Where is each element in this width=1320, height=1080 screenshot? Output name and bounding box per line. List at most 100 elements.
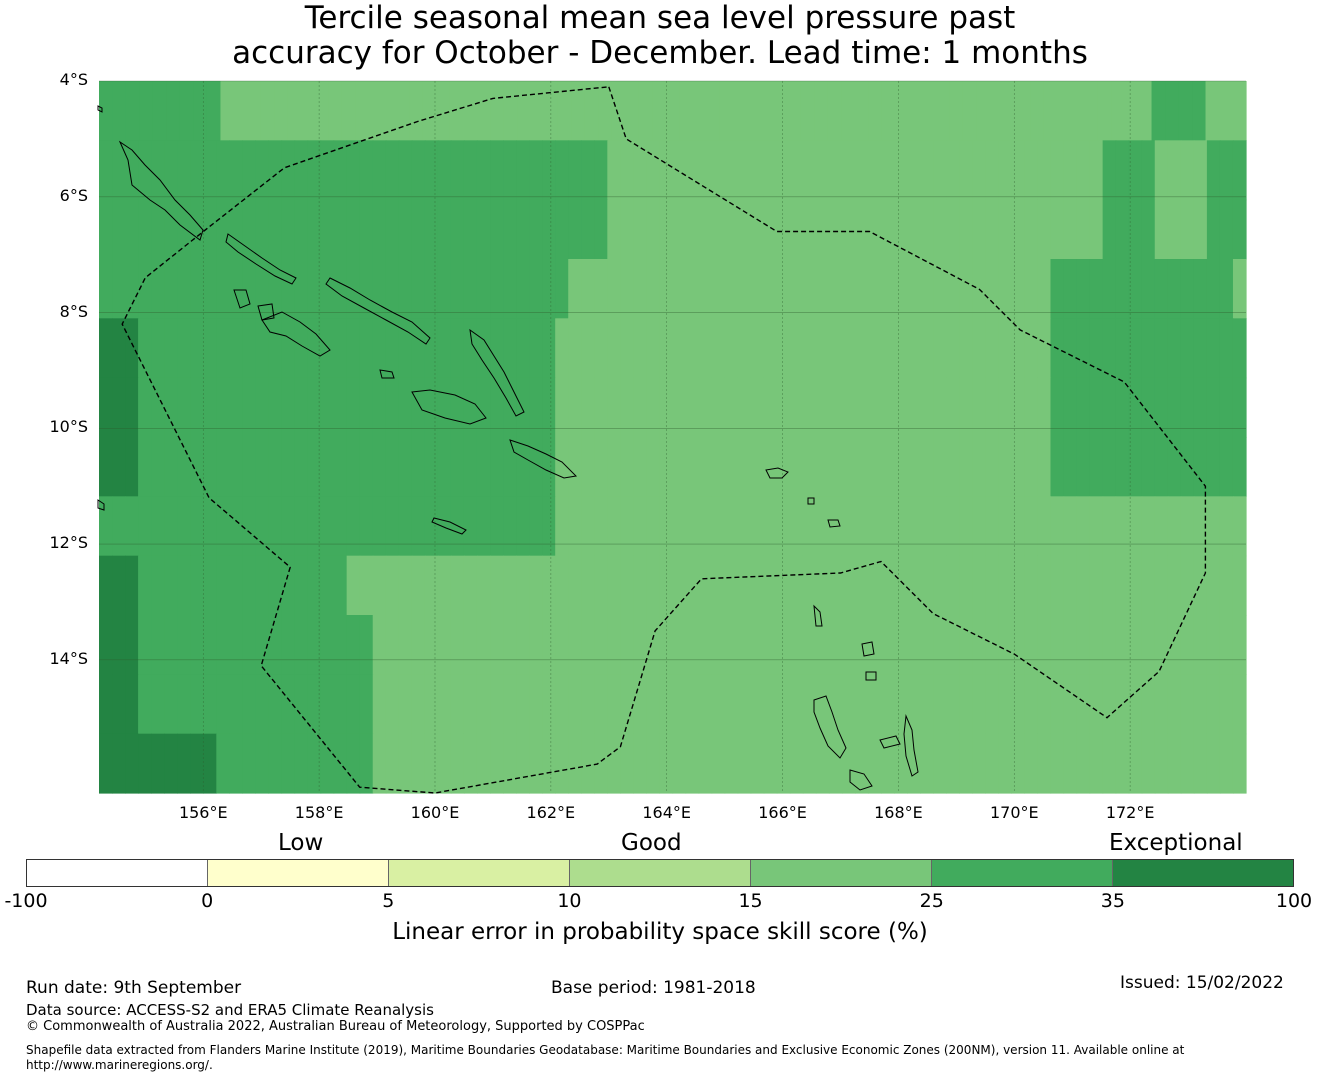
skill-cell: [233, 81, 249, 141]
skill-cell: [607, 674, 621, 735]
skill-cell: [1141, 615, 1156, 675]
skill-cell: [1030, 81, 1045, 141]
skill-cell: [190, 496, 204, 557]
skill-cell: [409, 81, 424, 141]
skill-cell: [724, 733, 739, 794]
skill-cell: [220, 81, 235, 141]
skill-cell: [828, 733, 843, 794]
skill-cell: [463, 555, 478, 616]
skill-cell: [959, 674, 973, 735]
skill-cell: [985, 555, 999, 616]
skill-cell: [933, 199, 947, 260]
skill-cell: [294, 496, 309, 557]
skill-cell: [99, 377, 113, 438]
skill-cell: [659, 140, 674, 201]
skill-cell: [620, 733, 634, 794]
skill-cell: [424, 674, 439, 735]
skill-cell: [555, 674, 569, 735]
skill-cell: [1167, 555, 1182, 616]
skill-cell: [152, 81, 168, 141]
skill-cell: [685, 674, 700, 735]
skill-cell: [255, 140, 270, 201]
skill-cell: [789, 377, 804, 438]
skill-cell: [1232, 199, 1247, 260]
skill-cell: [516, 199, 530, 260]
skill-cell: [568, 555, 582, 616]
skill-cell: [724, 140, 739, 201]
skill-cell: [1193, 199, 1208, 260]
skill-cell: [1089, 437, 1104, 497]
skill-cell: [959, 615, 973, 675]
skill-cell: [463, 437, 478, 497]
skill-cell: [1154, 496, 1169, 557]
skill-cell: [151, 259, 165, 319]
skill-cell: [907, 496, 921, 557]
skill-cell: [789, 555, 804, 616]
skill-cell: [985, 199, 999, 260]
island-small-a: [97, 105, 103, 113]
skill-cell: [633, 733, 648, 794]
skill-cell: [933, 259, 947, 319]
skill-cell: [828, 318, 843, 379]
skill-cell: [1089, 199, 1104, 260]
skill-cell: [972, 674, 986, 735]
skill-cell: [672, 496, 687, 557]
skill-cell: [959, 259, 973, 319]
skill-cell: [490, 437, 504, 497]
longitude-label: 162°E: [526, 803, 576, 822]
skill-cell: [255, 555, 270, 616]
skill-cell: [1206, 437, 1221, 497]
skill-cell: [1232, 615, 1247, 675]
skill-cell: [711, 615, 726, 675]
skill-cell: [568, 437, 582, 497]
skill-cell: [307, 259, 322, 319]
skill-cell: [437, 318, 452, 379]
skill-cell: [802, 615, 817, 675]
skill-cell: [724, 377, 739, 438]
skill-cell: [177, 733, 191, 794]
skill-cell: [620, 496, 634, 557]
skill-cell: [242, 733, 257, 794]
skill-cell: [598, 81, 613, 141]
skill-cell: [607, 437, 621, 497]
skill-cell: [1063, 199, 1078, 260]
skill-cell: [620, 259, 634, 319]
skill-cell: [1024, 733, 1039, 794]
latitude-label: 10°S: [49, 417, 88, 437]
skill-cell: [437, 555, 452, 616]
skill-cell: [828, 555, 843, 616]
skill-cell: [698, 615, 713, 675]
skill-cell: [307, 437, 322, 497]
skill-cell: [1206, 199, 1221, 260]
skill-cell: [1076, 496, 1091, 557]
skill-cell: [139, 81, 154, 141]
skill-cell: [737, 496, 752, 557]
skill-cell: [203, 555, 217, 616]
skill-cell: [398, 733, 413, 794]
skill-cell: [789, 259, 804, 319]
skill-cell: [99, 199, 113, 260]
skill-cell: [346, 555, 361, 616]
skill-cell: [1089, 140, 1104, 201]
skill-cell: [815, 496, 830, 557]
island-new-georgia: [261, 311, 331, 357]
skill-cell: [294, 615, 309, 675]
skill-cell: [294, 140, 309, 201]
skill-cell: [1141, 555, 1156, 616]
skill-cell: [151, 437, 165, 497]
skill-cell: [255, 437, 270, 497]
skill-cell: [1193, 140, 1208, 201]
skill-cell: [620, 674, 634, 735]
skill-cell: [203, 496, 217, 557]
skill-cell: [476, 259, 491, 319]
skill-cell: [959, 140, 973, 201]
skill-cell: [920, 674, 934, 735]
skill-cell: [920, 496, 934, 557]
skill-cell: [138, 199, 152, 260]
skill-cell: [529, 555, 543, 616]
skill-cell: [490, 733, 504, 794]
skill-cell: [112, 674, 126, 735]
skill-cell: [490, 199, 504, 260]
skill-cell: [555, 259, 569, 319]
skill-cell: [568, 199, 582, 260]
